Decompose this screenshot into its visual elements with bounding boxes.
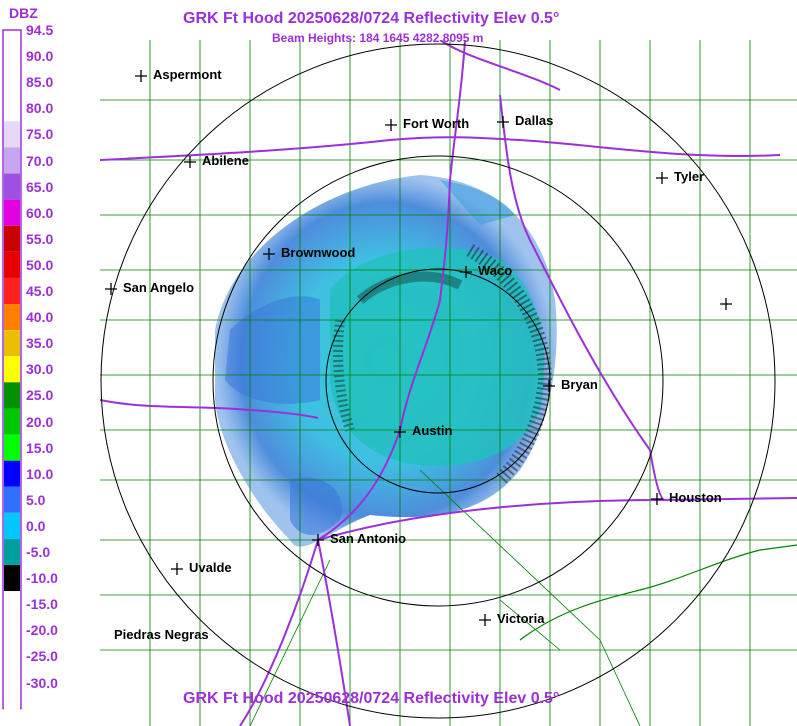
city-marker [135,70,147,82]
city-marker [497,116,509,128]
city-label: Fort Worth [403,116,470,131]
legend-swatch [4,277,20,305]
map-title-bottom: GRK Ft Hood 20250628/0724 Reflectivity E… [183,690,560,707]
beam-heights: Beam Heights: 184 1645 4282 8095 m [272,31,484,45]
legend-swatch [4,121,20,148]
legend-tick-label: -30.0 [26,674,58,691]
city-marker [312,534,324,546]
city-label: Victoria [497,611,545,626]
city-marker [656,172,668,184]
legend-swatch [4,565,20,592]
legend-tick-label: 65.0 [26,178,54,195]
legend-swatch [4,408,20,435]
legend-tick-label: 5.0 [26,491,46,508]
legend-swatch [4,95,20,122]
legend-tick-label: 45.0 [26,283,54,299]
legend-tick-label: 80.0 [26,100,54,117]
highways [100,40,797,726]
city-label: Uvalde [189,560,232,575]
legend-tick-label: 94.5 [26,22,54,38]
city-label: San Antonio [330,531,407,546]
city-label: Austin [412,423,453,438]
city-marker [479,614,491,626]
legend-tick-label: -5.0 [26,544,51,560]
map-title: GRK Ft Hood 20250628/0724 Reflectivity E… [183,10,560,27]
legend-tick-label: -25.0 [26,648,58,665]
reflectivity-echoes [215,175,557,547]
legend-tick-label: 60.0 [26,204,54,221]
city-label: Waco [478,263,513,278]
legend-tick-label: 40.0 [26,309,54,326]
city-label: Piedras Negras [114,627,209,642]
city-label: Abilene [202,153,249,168]
legend-tick-label: 55.0 [26,230,54,247]
legend-tick-label: -15.0 [26,596,58,613]
legend-swatch [4,69,20,96]
city-marker [105,283,117,295]
legend-swatch [4,43,20,70]
city-marker [385,119,397,131]
legend-swatch [4,512,20,539]
legend-swatch [4,591,20,618]
city-marker [720,298,732,310]
legend-swatch [4,173,20,200]
range-rings [100,43,776,719]
city-label: Tyler [674,169,705,184]
legend-tick-label: 0.0 [26,517,46,534]
city-label: Aspermont [153,67,222,82]
legend-tick-label: -10.0 [26,570,58,587]
city-marker [651,493,663,505]
legend-swatch [4,643,20,670]
legend-tick-label: 90.0 [26,48,54,65]
legend-swatch [4,617,20,644]
city-marker [460,266,472,278]
legend-tick-label: 10.0 [26,465,54,482]
legend-tick-label: 15.0 [26,439,54,456]
legend-unit-label: DBZ [9,5,38,21]
legend-tick-label: 30.0 [26,361,54,378]
legend-swatch [4,382,20,409]
city-label: Bryan [561,377,598,392]
legend-tick-label: 25.0 [26,387,54,404]
city-marker [263,248,275,260]
city-label: Brownwood [281,245,356,260]
color-legend [2,29,22,722]
city-marker [394,426,406,438]
city-label: Dallas [515,113,554,128]
legend-tick-label: 35.0 [26,335,54,352]
legend-swatch [4,304,20,331]
legend-tick-label: 50.0 [26,256,54,273]
legend-swatch [4,695,20,722]
legend-swatch [4,147,20,174]
legend-swatch [4,330,20,357]
legend-swatch [4,251,20,278]
legend-swatch [4,225,20,252]
legend-swatch [4,460,20,487]
city-marker [171,563,183,575]
legend-tick-label: 20.0 [26,413,54,430]
city-marker [184,156,196,168]
city-label: Houston [669,490,722,505]
city-markers [105,70,732,626]
legend-swatch [4,356,20,383]
city-marker [543,380,555,392]
legend-swatch [4,199,20,226]
legend-swatch [4,434,20,461]
legend-tick-label: 75.0 [26,126,54,143]
legend-tick-label: 85.0 [26,74,54,91]
legend-tick-label: -20.0 [26,622,58,639]
legend-swatch [4,669,20,696]
city-label: San Angelo [123,280,195,295]
legend-swatch [4,538,20,566]
legend-tick-label: 70.0 [26,152,54,169]
legend-swatch [4,486,20,513]
